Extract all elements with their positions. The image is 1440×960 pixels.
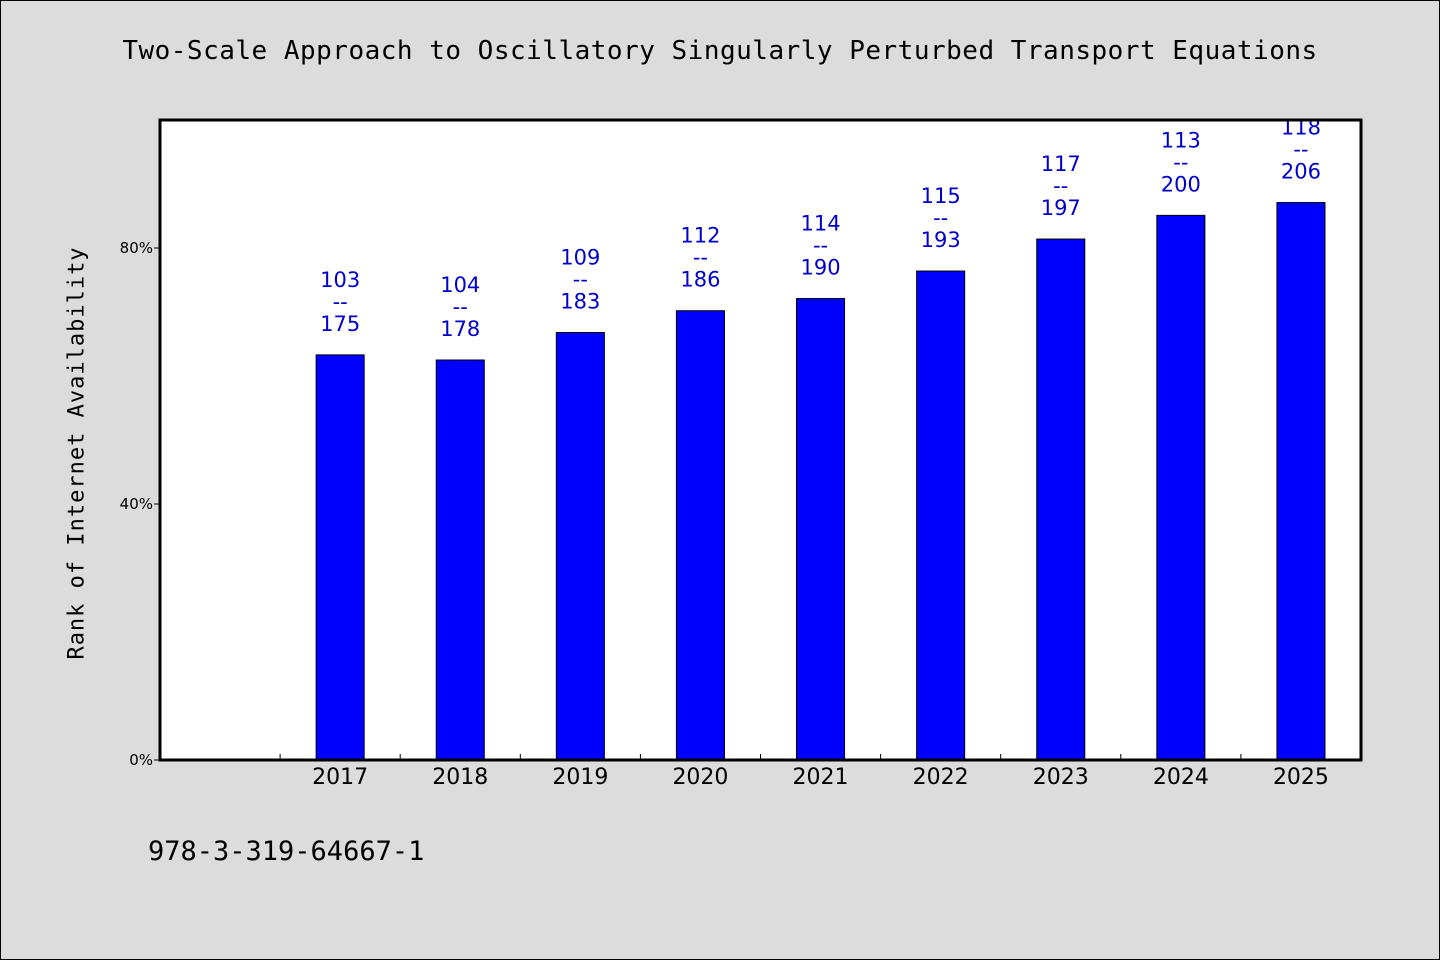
bar-data-label: --	[573, 267, 588, 291]
bar-data-label: 117	[1041, 152, 1081, 176]
x-category-label: 2024	[1153, 765, 1209, 790]
x-category-label: 2019	[552, 765, 608, 790]
bar-data-label: 112	[680, 224, 720, 248]
bar-2018	[435, 359, 485, 761]
bar-2021	[796, 298, 846, 761]
bar-data-label: 178	[440, 317, 480, 341]
bar-data-label: 193	[921, 228, 961, 252]
bar-data-label: 109	[560, 245, 600, 269]
bar-data-label: 104	[440, 273, 480, 297]
bar-data-label: --	[1053, 174, 1068, 198]
x-category-label: 2020	[672, 765, 728, 790]
bar-2025	[1276, 202, 1326, 761]
bar-data-label: 113	[1161, 128, 1201, 152]
x-category-label: 2023	[1033, 765, 1089, 790]
bar-data-label: --	[813, 234, 828, 258]
y-tick-label: 40%	[120, 495, 153, 513]
bar-data-label: 186	[680, 268, 720, 292]
x-category-label: 2018	[432, 765, 488, 790]
bar-data-label: 114	[801, 212, 841, 236]
bar-data-label: 115	[921, 184, 961, 208]
bar-data-label: --	[1293, 138, 1308, 162]
bar-2017	[315, 354, 365, 761]
bar-2022	[916, 270, 966, 761]
x-category-label: 2017	[312, 765, 368, 790]
bar-2023	[1036, 238, 1086, 761]
bar-data-label: --	[693, 246, 708, 270]
bar-data-label: 175	[320, 312, 360, 336]
bar-data-label: 200	[1161, 172, 1201, 196]
bar-2024	[1156, 214, 1206, 761]
x-category-label: 2021	[793, 765, 849, 790]
plot-border	[158, 118, 1363, 762]
y-tick-label: 80%	[120, 239, 153, 257]
bar-data-label: --	[333, 290, 348, 314]
bar-data-label: 197	[1041, 196, 1081, 220]
bar-data-label: 190	[801, 256, 841, 280]
x-category-label: 2022	[913, 765, 969, 790]
bar-2020	[675, 310, 725, 761]
y-tick-label: 0%	[129, 751, 153, 769]
x-category-label: 2025	[1273, 765, 1329, 790]
bar-data-label: 103	[320, 268, 360, 292]
bar-data-label: 206	[1281, 160, 1321, 184]
bar-2019	[555, 331, 605, 761]
bar-data-label: --	[1173, 150, 1188, 174]
isbn-code: 978-3-319-64667-1	[148, 836, 425, 867]
bar-data-label: --	[453, 295, 468, 319]
bar-data-label: 183	[560, 289, 600, 313]
bar-data-label: --	[933, 206, 948, 230]
chart-title: Two-Scale Approach to Oscillatory Singul…	[122, 36, 1318, 66]
